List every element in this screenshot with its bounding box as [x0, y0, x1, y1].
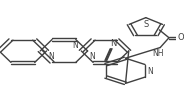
Text: N: N — [110, 39, 116, 48]
Text: N: N — [147, 67, 153, 76]
Text: O: O — [178, 33, 184, 42]
Text: N: N — [72, 41, 78, 50]
Text: S: S — [143, 20, 148, 29]
Text: NH: NH — [153, 49, 164, 58]
Text: N: N — [48, 52, 54, 61]
Text: N: N — [89, 52, 95, 61]
